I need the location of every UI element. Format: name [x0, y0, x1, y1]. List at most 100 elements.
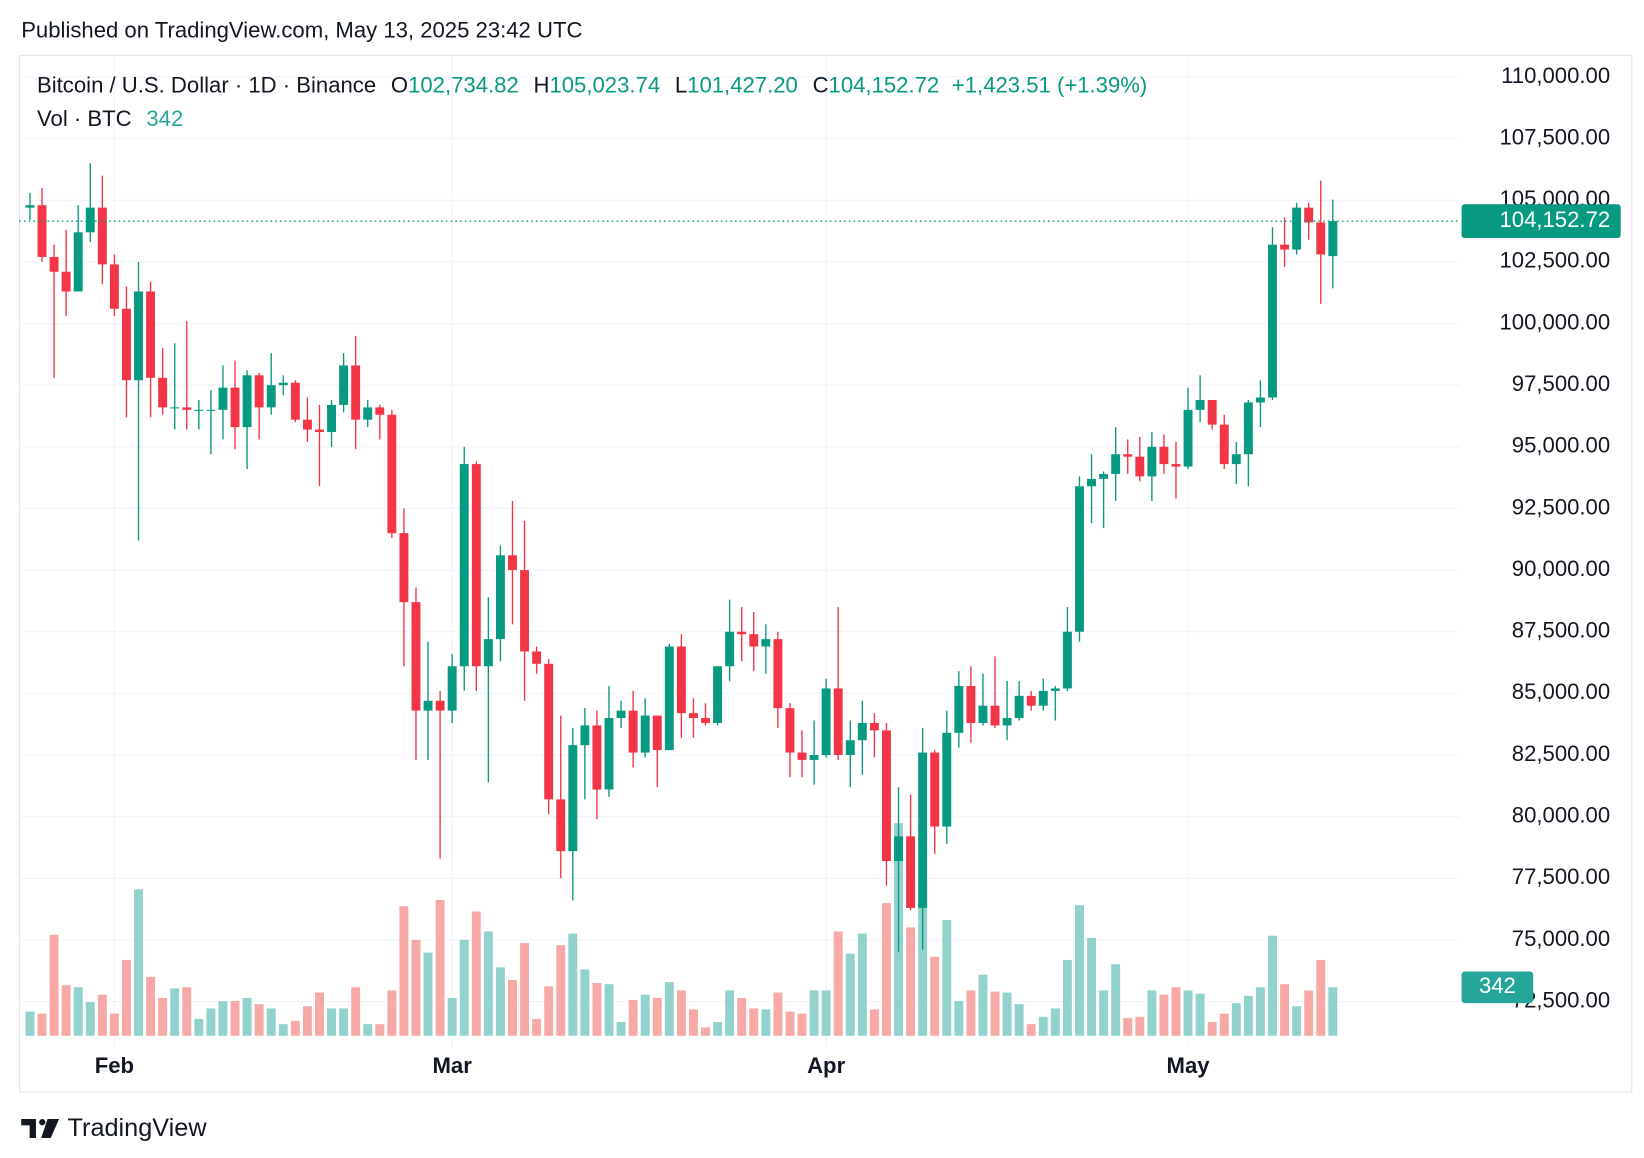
candle-body: [1099, 473, 1109, 479]
volume-bar: [121, 959, 131, 1036]
candle-body: [459, 464, 469, 667]
volume-bar: [881, 903, 891, 1036]
candle-body: [266, 385, 276, 408]
volume-legend: Vol · BTC 342: [37, 106, 183, 131]
volume-bar: [170, 988, 180, 1036]
candle-body: [495, 555, 505, 640]
volume-bar: [1280, 984, 1290, 1036]
volume-bar: [49, 934, 59, 1036]
candle-body: [532, 651, 542, 664]
volume-bar: [906, 927, 916, 1036]
volume-bar: [821, 990, 831, 1036]
candle-body: [1075, 486, 1084, 632]
candle-body: [881, 730, 891, 862]
volume-bar: [1123, 1017, 1133, 1036]
volume-bar: [857, 933, 867, 1036]
volume-bar: [134, 889, 143, 1036]
volume-bar: [411, 939, 421, 1036]
candle-body: [978, 705, 988, 723]
volume-bar: [399, 906, 409, 1036]
volume-bar: [206, 1008, 216, 1036]
candle-body: [520, 570, 530, 652]
candle-body: [568, 745, 578, 852]
candle-body: [616, 710, 626, 719]
volume-bar: [990, 991, 1000, 1036]
y-tick-label: 102,500.00: [1500, 248, 1611, 273]
volume-bar: [918, 879, 928, 1036]
published-note: Published on TradingView.com, May 13, 20…: [21, 17, 582, 42]
candle-body: [471, 464, 481, 667]
candle-body: [1231, 454, 1241, 465]
volume-bar: [423, 952, 433, 1036]
y-tick-label: 90,000.00: [1512, 556, 1610, 581]
candle-body: [1268, 244, 1277, 398]
candle-body: [833, 688, 843, 756]
volume-bar: [568, 933, 578, 1036]
last-price-label: 104,152.72: [1500, 207, 1611, 232]
volume-bar: [194, 1018, 204, 1036]
volume-bar: [85, 1002, 95, 1036]
candle-body: [1147, 446, 1157, 477]
candle-body: [1292, 207, 1302, 250]
candle-body: [1026, 695, 1036, 706]
volume-bar: [628, 999, 638, 1036]
low-key: L: [675, 72, 687, 97]
volume-bar: [725, 990, 735, 1036]
brand-name: TradingView: [68, 1114, 208, 1142]
volume-bar: [1099, 990, 1109, 1036]
candle-body: [194, 409, 204, 411]
candle-body: [302, 419, 312, 430]
volume-bar: [652, 997, 662, 1036]
volume-tag-label: 342: [1479, 973, 1516, 998]
y-tick-label: 92,500.00: [1512, 494, 1610, 519]
candle-body: [604, 718, 614, 790]
candle-body: [1111, 454, 1121, 474]
volume-bar: [1135, 1016, 1145, 1036]
candle-body: [230, 387, 240, 428]
volume-bar: [302, 1006, 312, 1036]
candle-body: [121, 308, 131, 381]
candle-body: [218, 387, 228, 410]
candle-body: [749, 634, 759, 647]
candle-body: [49, 256, 59, 272]
candle-body: [942, 732, 952, 827]
low-value: 101,427.20: [687, 72, 798, 97]
volume-bar: [1304, 990, 1314, 1036]
volume-bar: [1147, 990, 1157, 1036]
brand-logo: [21, 1119, 60, 1138]
candle-body: [797, 752, 807, 760]
candle-body: [845, 740, 855, 756]
volume-bar: [1268, 935, 1277, 1036]
candle-body: [1243, 402, 1253, 455]
volume-bar: [471, 911, 481, 1036]
volume-bar: [37, 1013, 47, 1036]
candle-body: [351, 365, 361, 420]
candle-body: [1159, 446, 1169, 465]
volume-bar: [1014, 1004, 1024, 1036]
candle-body: [1135, 456, 1145, 477]
candle-body: [339, 365, 349, 405]
volume-bar: [1111, 964, 1121, 1036]
candle-body: [1304, 207, 1314, 223]
candle-body: [894, 836, 903, 862]
candle-body: [1123, 454, 1133, 457]
volume-value: 342: [146, 106, 183, 131]
legend-line: Bitcoin / U.S. Dollar · 1D · Binance O102…: [37, 72, 1147, 97]
candle-body: [85, 207, 95, 233]
volume-bar: [1243, 995, 1253, 1036]
volume-bar: [785, 1011, 795, 1036]
volume-bar: [495, 967, 505, 1036]
open-value: 102,734.82: [408, 72, 519, 97]
candle-body: [906, 836, 916, 908]
volume-bar: [1171, 987, 1181, 1036]
volume-bar: [25, 1011, 35, 1036]
volume-bar: [713, 1022, 723, 1036]
volume-bar: [1062, 959, 1072, 1036]
volume-bar: [978, 974, 988, 1036]
candle-body: [1171, 464, 1181, 467]
candle-body: [134, 291, 143, 381]
candle-body: [544, 663, 554, 800]
candle-body: [713, 666, 723, 723]
candle-body: [447, 666, 457, 711]
